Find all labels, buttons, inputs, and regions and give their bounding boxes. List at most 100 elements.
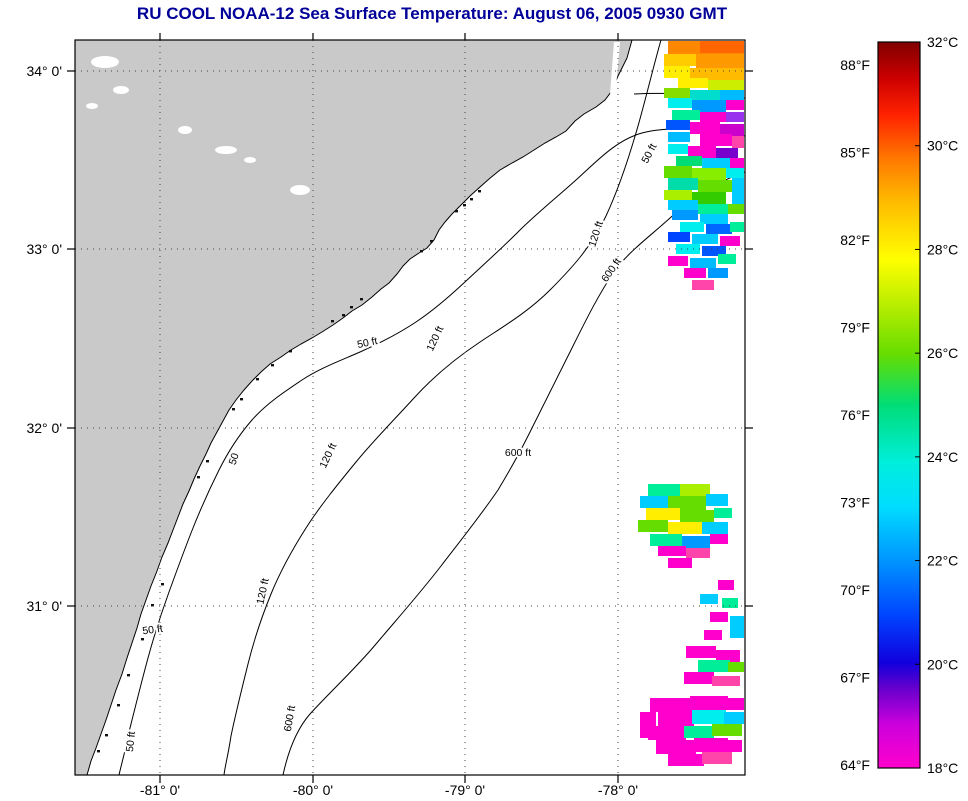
lake — [244, 157, 256, 163]
sst-patch — [672, 210, 698, 220]
sst-patch — [710, 534, 728, 544]
sst-patch — [716, 148, 738, 158]
sst-patch — [732, 178, 744, 204]
sst-patch — [698, 660, 730, 672]
sst-patch — [678, 78, 708, 88]
y-tick-label: 32° 0' — [26, 420, 62, 436]
sst-patch — [706, 224, 732, 234]
sst-patch — [700, 134, 732, 146]
contour-120ft — [223, 40, 662, 775]
colorbar-celsius-labels: 32°C 30°C 28°C 26°C 24°C 22°C 20°C 18°C — [927, 34, 958, 776]
sst-patch — [668, 256, 688, 266]
sst-patch — [704, 630, 722, 640]
y-tick-label: 34° 0' — [26, 63, 62, 79]
sst-patch — [726, 740, 742, 752]
x-tick-label: -79° 0' — [445, 782, 485, 798]
x-tick-label: -80° 0' — [293, 782, 333, 798]
colorbar-celsius-label: 20°C — [927, 656, 958, 672]
sst-patch — [680, 484, 710, 496]
sst-patch — [700, 112, 726, 122]
colorbar-fahrenheit-label: 70°F — [840, 582, 870, 598]
colorbar-fahrenheit-labels: 88°F 85°F 82°F 79°F 76°F 73°F 70°F 67°F 64°F — [840, 57, 870, 773]
sst-patch — [668, 178, 698, 190]
colorbar-fahrenheit-label: 73°F — [840, 495, 870, 511]
coast-speck — [289, 350, 292, 353]
coast-speck — [105, 734, 108, 737]
sst-patch — [672, 110, 700, 120]
sst-patch — [698, 180, 732, 192]
sst-patch — [722, 598, 738, 608]
coast-speck — [97, 750, 100, 753]
axis-ticks-group — [67, 33, 753, 783]
sst-patch — [718, 580, 734, 590]
sst-patch — [698, 204, 728, 214]
sst-patch — [690, 68, 744, 80]
sst-patch — [728, 204, 744, 214]
coast-speck — [470, 198, 473, 201]
y-tick-label: 33° 0' — [26, 241, 62, 257]
sst-patch — [690, 696, 728, 710]
colorbar-fahrenheit-label: 82°F — [840, 232, 870, 248]
sst-patch — [682, 536, 710, 548]
coast-speck — [240, 398, 243, 401]
colorbar-fahrenheit-label: 64°F — [840, 757, 870, 773]
coast-speck — [232, 408, 235, 411]
colorbar-fahrenheit-label: 88°F — [840, 57, 870, 73]
sst-patch — [692, 168, 726, 180]
sst-patch — [668, 754, 704, 766]
y-axis-labels: 34° 0' 33° 0' 32° 0' 31° 0' — [26, 63, 62, 614]
contour-depth-label: 600 ft — [505, 447, 531, 459]
sst-patch — [688, 146, 716, 158]
sst-patch — [702, 246, 726, 256]
sst-patch — [726, 698, 744, 710]
lake — [178, 126, 192, 134]
x-tick-label: -81° 0' — [140, 782, 180, 798]
colorbar-celsius-label: 22°C — [927, 553, 958, 569]
sst-patch — [696, 54, 744, 68]
sst-patch — [692, 280, 714, 290]
sst-patch — [700, 594, 718, 604]
coast-speck — [420, 250, 423, 253]
coast-speck — [463, 204, 466, 207]
sst-patch — [720, 236, 740, 246]
sst-patch — [724, 712, 744, 724]
sst-patch — [710, 612, 728, 622]
sst-patch — [650, 698, 692, 712]
sst-patch — [664, 166, 692, 178]
sst-patch — [690, 90, 720, 100]
sst-patch — [664, 88, 690, 98]
sst-patch — [668, 200, 698, 210]
sst-patch — [664, 66, 690, 78]
sst-patch — [726, 100, 744, 110]
x-tick-label: -78° 0' — [598, 782, 638, 798]
sst-patch — [700, 41, 744, 53]
sst-patch — [648, 484, 680, 496]
sst-patch — [686, 548, 710, 558]
sst-patch — [692, 710, 726, 724]
grid-lines-group — [75, 40, 745, 775]
colorbar-celsius-label: 26°C — [927, 345, 958, 361]
colorbar-fahrenheit-label: 85°F — [840, 145, 870, 161]
sst-patch — [708, 268, 728, 278]
coast-speck — [151, 604, 154, 607]
sst-patch — [730, 616, 744, 638]
coast-speck — [206, 460, 209, 463]
contour-depth-label: 50 ft — [124, 731, 138, 753]
sst-patch — [686, 646, 716, 658]
sst-patches-group — [638, 41, 744, 766]
sst-patch — [714, 508, 732, 518]
sst-patch — [668, 232, 690, 242]
coast-speck — [271, 364, 274, 367]
sst-patch — [720, 90, 744, 100]
coast-speck — [141, 638, 144, 641]
sst-patch — [690, 258, 716, 268]
coast-speck — [197, 476, 200, 479]
coast-speck — [117, 704, 120, 707]
sst-patch — [664, 54, 698, 66]
colorbar-fahrenheit-label: 76°F — [840, 407, 870, 423]
sst-patch — [708, 80, 744, 90]
colorbar-celsius-label: 18°C — [927, 760, 958, 776]
contour-depth-label: 50 ft — [142, 623, 164, 638]
sst-patch — [658, 712, 694, 726]
